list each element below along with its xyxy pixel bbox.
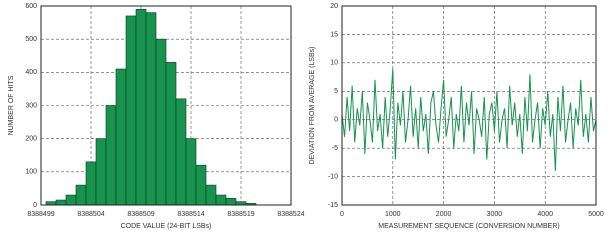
bar — [155, 38, 167, 206]
y-tick-label: 0 — [33, 202, 37, 209]
bar — [225, 198, 237, 206]
y-tick-label: 300 — [25, 102, 37, 109]
plot-frame — [40, 5, 292, 206]
data-line — [341, 68, 597, 171]
y-tick-label: 15 — [330, 31, 338, 38]
bar — [115, 68, 127, 206]
bar — [165, 62, 177, 206]
bar — [185, 138, 197, 206]
y-axis-title: DEVIATION FROM AVERAGE (LSBs) — [309, 47, 316, 165]
bar — [75, 184, 87, 206]
y-tick-label: 400 — [25, 69, 37, 76]
bar — [145, 12, 157, 206]
x-tick-label: 3000 — [487, 211, 503, 218]
y-tick-label: -5 — [332, 145, 338, 152]
y-tick-label: 500 — [25, 36, 37, 43]
y-axis-title: NUMBER OF HITS — [8, 75, 15, 135]
y-tick-label: 100 — [25, 169, 37, 176]
page: 0 100 200 300 400 500 600 8388499 8388504 8388509… — [7, 2, 604, 230]
bar — [205, 184, 217, 206]
x-axis-title: CODE VALUE (24-BIT LSBs) — [121, 223, 212, 230]
bar — [195, 164, 207, 206]
x-tick-label: 8388519 — [227, 211, 254, 218]
x-tick-label: 2000 — [436, 211, 452, 218]
bar — [125, 15, 137, 206]
x-tick-label: 1000 — [385, 211, 401, 218]
x-axis-title: MEASUREMENT SEQUENCE (CONVERSION NUMBER) — [378, 223, 560, 230]
y-tick-label: -15 — [328, 202, 338, 209]
plot-frame — [341, 5, 597, 206]
x-tick-label: 8388504 — [77, 211, 104, 218]
bar — [95, 138, 107, 206]
bar — [105, 105, 117, 206]
y-tick-label: 5 — [334, 88, 338, 95]
x-tick-label: 8388499 — [27, 211, 54, 218]
x-tick-label: 0 — [340, 211, 344, 218]
bar — [85, 161, 97, 206]
x-tick-label: 4000 — [537, 211, 553, 218]
bar — [215, 194, 227, 206]
x-tick-label: 8388514 — [177, 211, 204, 218]
y-tick-label: 600 — [25, 3, 37, 10]
y-tick-label: 20 — [330, 3, 338, 10]
y-tick-label: 200 — [25, 136, 37, 143]
y-tick-label: 0 — [334, 117, 338, 124]
bar — [65, 194, 77, 206]
bar — [175, 98, 187, 206]
y-tick-label: -10 — [328, 173, 338, 180]
x-tick-label: 8388509 — [127, 211, 154, 218]
bar — [55, 199, 67, 206]
y-tick-label: 10 — [330, 60, 338, 67]
x-tick-label: 8388524 — [277, 211, 304, 218]
bar — [135, 9, 147, 206]
x-tick-label: 5000 — [588, 211, 604, 218]
